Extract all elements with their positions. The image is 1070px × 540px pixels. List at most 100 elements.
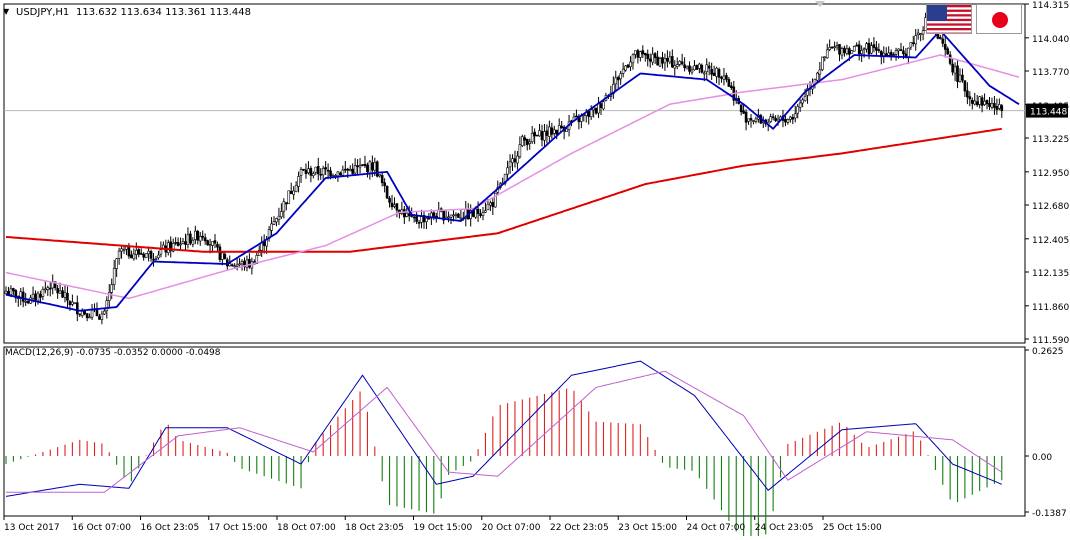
- candle-body: [715, 67, 718, 77]
- time-tick-label: 19 Oct 15:00: [414, 523, 473, 533]
- candle-body: [717, 69, 721, 78]
- candle-body: [872, 44, 876, 48]
- candle-body: [208, 244, 212, 246]
- candle-body: [213, 240, 217, 244]
- candle-body: [653, 53, 657, 59]
- candle-body: [838, 44, 841, 55]
- candle-body: [19, 291, 23, 298]
- candle-body: [535, 134, 539, 137]
- candle-body: [24, 301, 27, 303]
- candle-body: [695, 64, 699, 70]
- moving-average-slow: [5, 127, 1002, 253]
- candle-body: [730, 85, 733, 89]
- candle-body: [346, 168, 350, 171]
- candle-body: [353, 165, 357, 174]
- candle-body: [257, 249, 261, 256]
- candle-body: [953, 66, 957, 74]
- candle-body: [316, 166, 320, 175]
- candle-body: [388, 197, 391, 203]
- candle-body: [616, 77, 620, 81]
- candle-body: [302, 168, 305, 171]
- macd-lines: [5, 360, 1003, 497]
- time-tick-label: 18 Oct 07:00: [277, 523, 336, 533]
- candle-body: [366, 164, 369, 173]
- candle-body: [356, 165, 359, 168]
- candle-body: [420, 215, 423, 223]
- price-tick-label: 112.135: [1032, 269, 1069, 279]
- candle-body: [139, 253, 143, 255]
- candle-body: [621, 68, 625, 74]
- candle-body: [801, 99, 804, 104]
- candle-body: [961, 74, 964, 81]
- candle-body: [749, 118, 753, 121]
- candle-body: [127, 247, 131, 257]
- candle-body: [41, 288, 45, 297]
- candle-body: [452, 214, 455, 217]
- candle-body: [518, 144, 522, 158]
- candle-body: [314, 166, 318, 173]
- candle-body: [368, 161, 372, 174]
- candle-body: [12, 288, 15, 292]
- candle-body: [221, 252, 224, 260]
- candle-body: [508, 161, 512, 168]
- candle-body: [71, 301, 74, 305]
- candle-body: [624, 65, 627, 71]
- candle-body: [159, 249, 163, 255]
- candle-body: [211, 241, 214, 246]
- candle-body: [319, 173, 323, 176]
- candle-body: [403, 209, 406, 218]
- candle-body: [791, 117, 795, 120]
- price-tick-label: 112.405: [1032, 236, 1069, 246]
- candle-body: [897, 48, 900, 52]
- candle-body: [902, 50, 905, 55]
- macd-panel-border: [3, 346, 1026, 517]
- candle-body: [796, 106, 800, 114]
- candle-body: [786, 119, 790, 123]
- candle-body: [341, 169, 345, 176]
- candle-body: [671, 56, 674, 68]
- time-tick-label: 13 Oct 2017: [4, 523, 60, 533]
- candle-body: [747, 118, 750, 122]
- candle-body: [793, 113, 797, 119]
- time-axis: 13 Oct 2017 16 Oct 07:00 16 Oct 23:05 17 Oc…: [3, 516, 882, 533]
- candle-body: [685, 66, 689, 70]
- price-tick-label: 114.315: [1032, 1, 1069, 11]
- candle-body: [966, 90, 969, 98]
- time-tick-label: 18 Oct 23:05: [345, 523, 404, 533]
- price-tick-label: 111.860: [1032, 303, 1069, 313]
- candle-body: [771, 116, 775, 119]
- candle-body: [867, 42, 871, 55]
- candle-body: [648, 58, 652, 62]
- candle-body: [769, 116, 772, 122]
- candle-body: [690, 69, 694, 73]
- candle-body: [80, 311, 84, 317]
- candle-body: [149, 251, 153, 259]
- candle-body: [272, 221, 276, 225]
- candle-body: [31, 293, 35, 299]
- candle-body: [68, 301, 72, 306]
- candle-body: [275, 218, 278, 223]
- candle-body: [946, 48, 949, 55]
- candle-body: [174, 242, 177, 244]
- collapse-arrow-icon[interactable]: ▼: [3, 7, 10, 16]
- ohlc-label: 113.632 113.634 113.361 113.448: [76, 7, 251, 18]
- candle-body: [179, 243, 182, 246]
- candlestick-series[interactable]: [4, 12, 1004, 325]
- price-tick-label: 112.950: [1032, 169, 1069, 179]
- candle-body: [643, 52, 647, 56]
- chart-frame: [3, 1, 1026, 517]
- candle-body: [870, 45, 873, 54]
- candle-body: [678, 60, 681, 65]
- candle-body: [739, 104, 743, 113]
- candle-body: [702, 72, 706, 75]
- candle-body: [378, 174, 382, 177]
- candle-body: [599, 103, 603, 109]
- candle-body: [963, 80, 967, 92]
- candle-body: [125, 246, 128, 250]
- candle-body: [270, 223, 273, 231]
- candle-body: [449, 214, 453, 218]
- candle-body: [326, 169, 330, 172]
- candle-body: [4, 290, 8, 294]
